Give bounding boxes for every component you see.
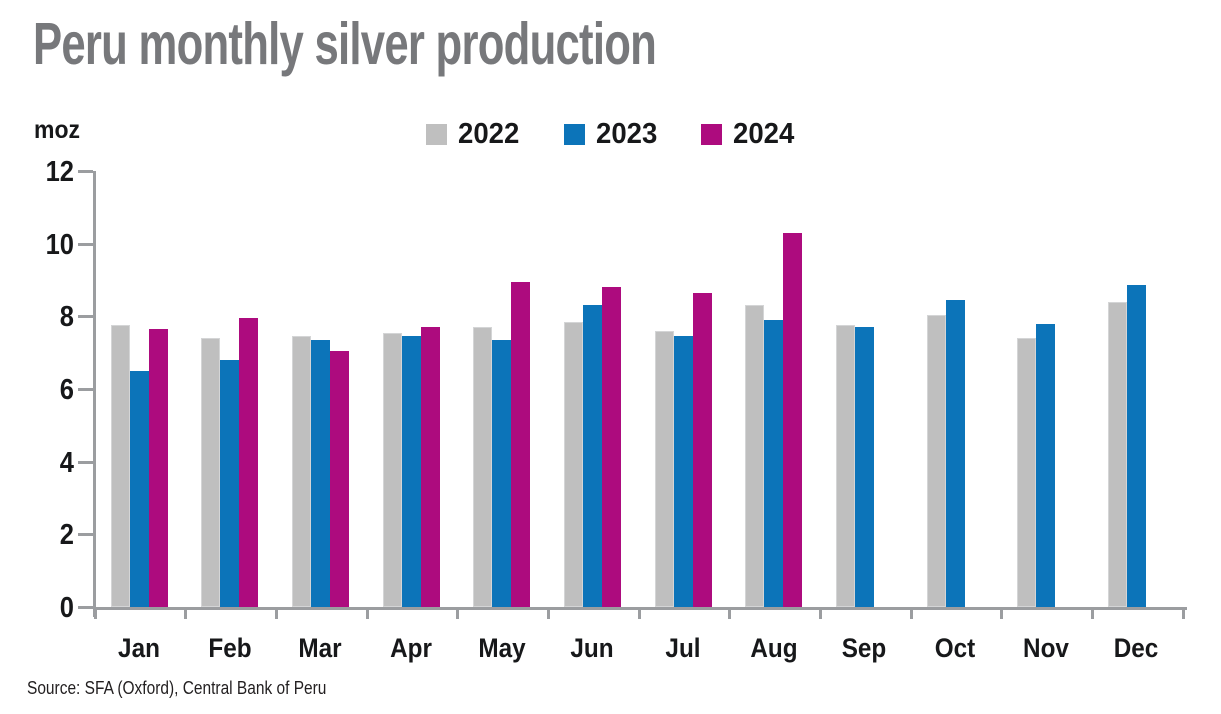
bar-2022-Oct: [926, 314, 946, 607]
bar-2022-May: [473, 327, 493, 607]
bar-2023-May: [492, 339, 512, 607]
x-tick: [1000, 607, 1004, 619]
bar-2024-Aug: [783, 232, 803, 607]
bar-2023-Mar: [310, 339, 330, 607]
y-tick: [78, 460, 93, 464]
x-tick-label-Feb: Feb: [208, 633, 252, 663]
legend: 2022 2023 2024: [426, 118, 798, 151]
x-tick: [1090, 607, 1094, 619]
bar-2024-Apr: [420, 327, 440, 607]
bar-2022-Apr: [382, 332, 402, 607]
source-note: Source: SFA (Oxford), Central Bank of Pe…: [27, 678, 327, 698]
page-title: Peru monthly silver production: [33, 11, 657, 77]
x-tick-label-Sep: Sep: [842, 633, 887, 663]
y-tick: [78, 170, 93, 173]
bar-2023-Oct: [945, 299, 965, 607]
legend-item-2024: 2024: [701, 118, 798, 151]
y-axis-unit-label: moz: [34, 116, 80, 144]
y-tick-label: 10: [45, 228, 74, 261]
bar-2022-Mar: [291, 336, 311, 607]
y-tick-label: 6: [59, 374, 74, 406]
y-tick: [78, 242, 93, 246]
legend-label-2022: 2022: [458, 118, 520, 150]
x-tick-label-Jan: Jan: [118, 633, 160, 663]
x-tick: [637, 607, 641, 619]
bar-2023-Aug: [764, 319, 784, 607]
bar-2022-Jun: [563, 321, 583, 607]
y-tick-label: 4: [59, 446, 74, 479]
x-tick-label-Oct: Oct: [934, 633, 976, 663]
x-tick-label-Apr: Apr: [390, 633, 432, 663]
legend-swatch-2023: [563, 124, 585, 145]
x-tick-label-Dec: Dec: [1114, 633, 1159, 663]
bar-2023-Jun: [582, 305, 602, 607]
legend-swatch-2022: [426, 124, 447, 145]
y-tick: [78, 388, 93, 391]
bar-2024-Jan: [148, 329, 168, 607]
bar-2023-Jul: [673, 336, 693, 607]
x-tick-label-May: May: [478, 633, 526, 663]
x-tick: [909, 607, 913, 619]
bar-2022-Feb: [201, 338, 221, 607]
bar-2024-Mar: [329, 350, 349, 607]
bar-2023-Sep: [854, 327, 874, 607]
y-axis-line: [93, 171, 96, 617]
bar-2024-Feb: [239, 318, 259, 607]
x-tick: [456, 607, 460, 619]
legend-swatch-2024: [701, 124, 723, 145]
bar-2024-May: [511, 281, 531, 607]
x-tick: [546, 607, 550, 619]
y-tick: [78, 606, 93, 609]
x-tick: [184, 607, 188, 619]
x-tick-label-Jun: Jun: [570, 633, 614, 663]
bar-2023-Jan: [129, 370, 149, 607]
bar-2023-Feb: [220, 359, 240, 607]
bar-2022-Sep: [835, 325, 855, 607]
y-tick-label: 2: [59, 519, 74, 552]
x-tick-label-Jul: Jul: [665, 633, 701, 663]
bar-2022-Aug: [745, 305, 765, 607]
x-tick: [274, 607, 278, 619]
legend-item-2022: 2022: [426, 118, 523, 151]
bar-2022-Nov: [1017, 338, 1037, 607]
legend-label-2024: 2024: [733, 118, 795, 150]
bar-2022-Jan: [110, 325, 130, 607]
bar-2022-Jul: [654, 330, 674, 607]
legend-item-2023: 2023: [563, 118, 661, 151]
bar-2022-Dec: [1107, 301, 1127, 607]
x-tick: [1181, 607, 1185, 619]
y-tick: [78, 533, 93, 537]
bar-2024-Jun: [601, 287, 621, 607]
legend-label-2023: 2023: [595, 118, 657, 150]
bar-2023-Dec: [1126, 285, 1146, 607]
x-tick: [818, 607, 822, 619]
y-tick-label: 8: [59, 301, 74, 334]
bar-2023-Nov: [1036, 323, 1056, 607]
x-tick-label-Mar: Mar: [298, 633, 342, 663]
x-tick: [728, 607, 732, 619]
bar-2023-Apr: [401, 336, 421, 607]
y-tick-label: 0: [59, 592, 74, 624]
x-tick-label-Aug: Aug: [750, 633, 798, 663]
x-tick-label-Nov: Nov: [1022, 633, 1069, 663]
x-tick: [93, 607, 97, 619]
y-tick: [78, 315, 93, 319]
x-tick: [365, 607, 369, 619]
bar-2024-Jul: [692, 292, 712, 607]
y-tick-label: 12: [45, 156, 74, 188]
